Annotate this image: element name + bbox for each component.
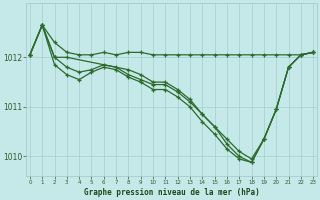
X-axis label: Graphe pression niveau de la mer (hPa): Graphe pression niveau de la mer (hPa) (84, 188, 260, 197)
